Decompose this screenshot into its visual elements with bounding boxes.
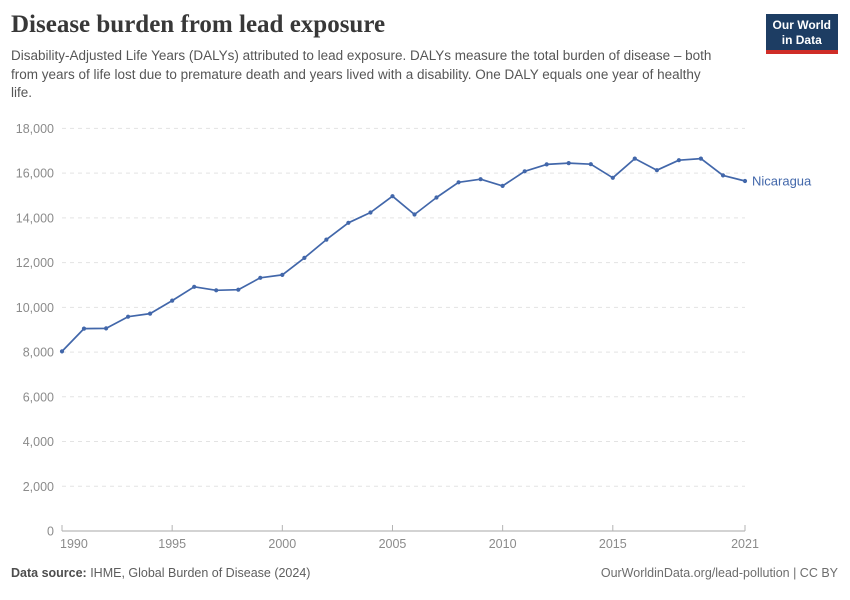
x-tick-label: 2015 <box>599 537 627 551</box>
data-source-text: IHME, Global Burden of Disease (2024) <box>86 566 311 580</box>
data-point[interactable] <box>214 288 219 293</box>
owid-logo-line2: in Data <box>781 32 822 47</box>
y-tick-label: 2,000 <box>23 480 54 494</box>
chart-footer: Data source: IHME, Global Burden of Dise… <box>11 566 838 580</box>
data-point[interactable] <box>632 156 637 161</box>
x-tick-label: 2000 <box>268 537 296 551</box>
page-title: Disease burden from lead exposure <box>11 11 386 38</box>
data-point[interactable] <box>566 161 571 166</box>
data-point[interactable] <box>412 212 417 217</box>
data-point[interactable] <box>676 158 682 163</box>
data-point[interactable] <box>456 180 461 185</box>
x-tick-label: 1990 <box>60 537 88 551</box>
y-tick-label: 12,000 <box>16 256 54 270</box>
y-tick-label: 0 <box>47 525 54 539</box>
data-point[interactable] <box>302 255 307 260</box>
data-point[interactable] <box>588 162 593 167</box>
data-point[interactable] <box>104 326 109 331</box>
data-point[interactable] <box>280 272 285 277</box>
data-point[interactable] <box>81 326 87 331</box>
y-tick-label: 14,000 <box>16 211 54 225</box>
data-point[interactable] <box>500 183 505 188</box>
x-tick-label: 2010 <box>489 537 517 551</box>
series-line[interactable] <box>61 157 746 353</box>
data-point[interactable] <box>324 237 329 242</box>
x-tick-label: 2005 <box>379 537 407 551</box>
x-tick-label: 2021 <box>731 537 759 551</box>
data-point[interactable] <box>126 314 131 319</box>
data-point[interactable] <box>192 284 197 289</box>
owid-logo-line1: Our World <box>772 18 831 32</box>
data-point[interactable] <box>236 287 241 292</box>
line-chart[interactable]: 0 2,000 4,000 6,000 8,000 10,000 12,000 14,000 1… <box>0 118 850 560</box>
chart-subtitle: Disability-Adjusted Life Years (DALYs) a… <box>11 48 712 100</box>
data-point[interactable] <box>742 178 748 184</box>
y-tick-label: 10,000 <box>16 301 54 315</box>
data-point[interactable] <box>346 220 351 225</box>
data-point[interactable] <box>720 173 726 178</box>
data-point[interactable] <box>148 311 153 316</box>
x-tick-label: 1995 <box>158 537 186 551</box>
chart-header: Disease burden from lead exposure Disabi… <box>11 10 756 103</box>
data-point[interactable] <box>478 177 483 182</box>
data-point[interactable] <box>698 156 704 161</box>
data-point[interactable] <box>610 175 615 180</box>
y-tick-label: 18,000 <box>16 122 54 136</box>
y-tick-label: 6,000 <box>23 390 54 404</box>
data-point[interactable] <box>654 168 660 173</box>
data-point[interactable] <box>544 162 549 167</box>
series-end-label[interactable]: Nicaragua <box>752 173 812 188</box>
data-point[interactable] <box>522 169 527 174</box>
data-source: Data source: IHME, Global Burden of Dise… <box>11 566 310 580</box>
data-point[interactable] <box>59 349 65 354</box>
credit-link[interactable]: OurWorldinData.org/lead-pollution | CC B… <box>600 566 838 580</box>
data-source-label: Data source: <box>11 566 87 580</box>
data-point[interactable] <box>368 210 373 215</box>
y-tick-label: 8,000 <box>23 346 54 360</box>
y-tick-label: 4,000 <box>23 435 54 449</box>
data-point[interactable] <box>434 195 439 200</box>
data-point[interactable] <box>170 298 175 303</box>
y-tick-label: 16,000 <box>16 167 54 181</box>
data-point[interactable] <box>258 275 263 280</box>
data-point[interactable] <box>390 194 395 199</box>
owid-logo[interactable]: Our World in Data <box>765 14 838 54</box>
